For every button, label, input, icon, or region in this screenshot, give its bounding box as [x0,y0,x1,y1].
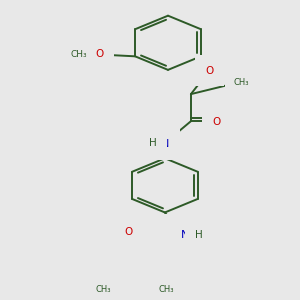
Text: CH₃: CH₃ [233,78,249,87]
Text: N: N [161,139,169,149]
Text: O: O [125,227,133,237]
Text: CH₃: CH₃ [95,285,111,294]
Text: CH₃: CH₃ [158,285,174,294]
Text: O: O [206,66,214,76]
Text: CH₃: CH₃ [71,50,87,59]
Text: H: H [195,230,203,240]
Text: O: O [213,117,221,127]
Text: N: N [181,230,189,240]
Text: H: H [149,138,157,148]
Text: O: O [95,49,103,59]
